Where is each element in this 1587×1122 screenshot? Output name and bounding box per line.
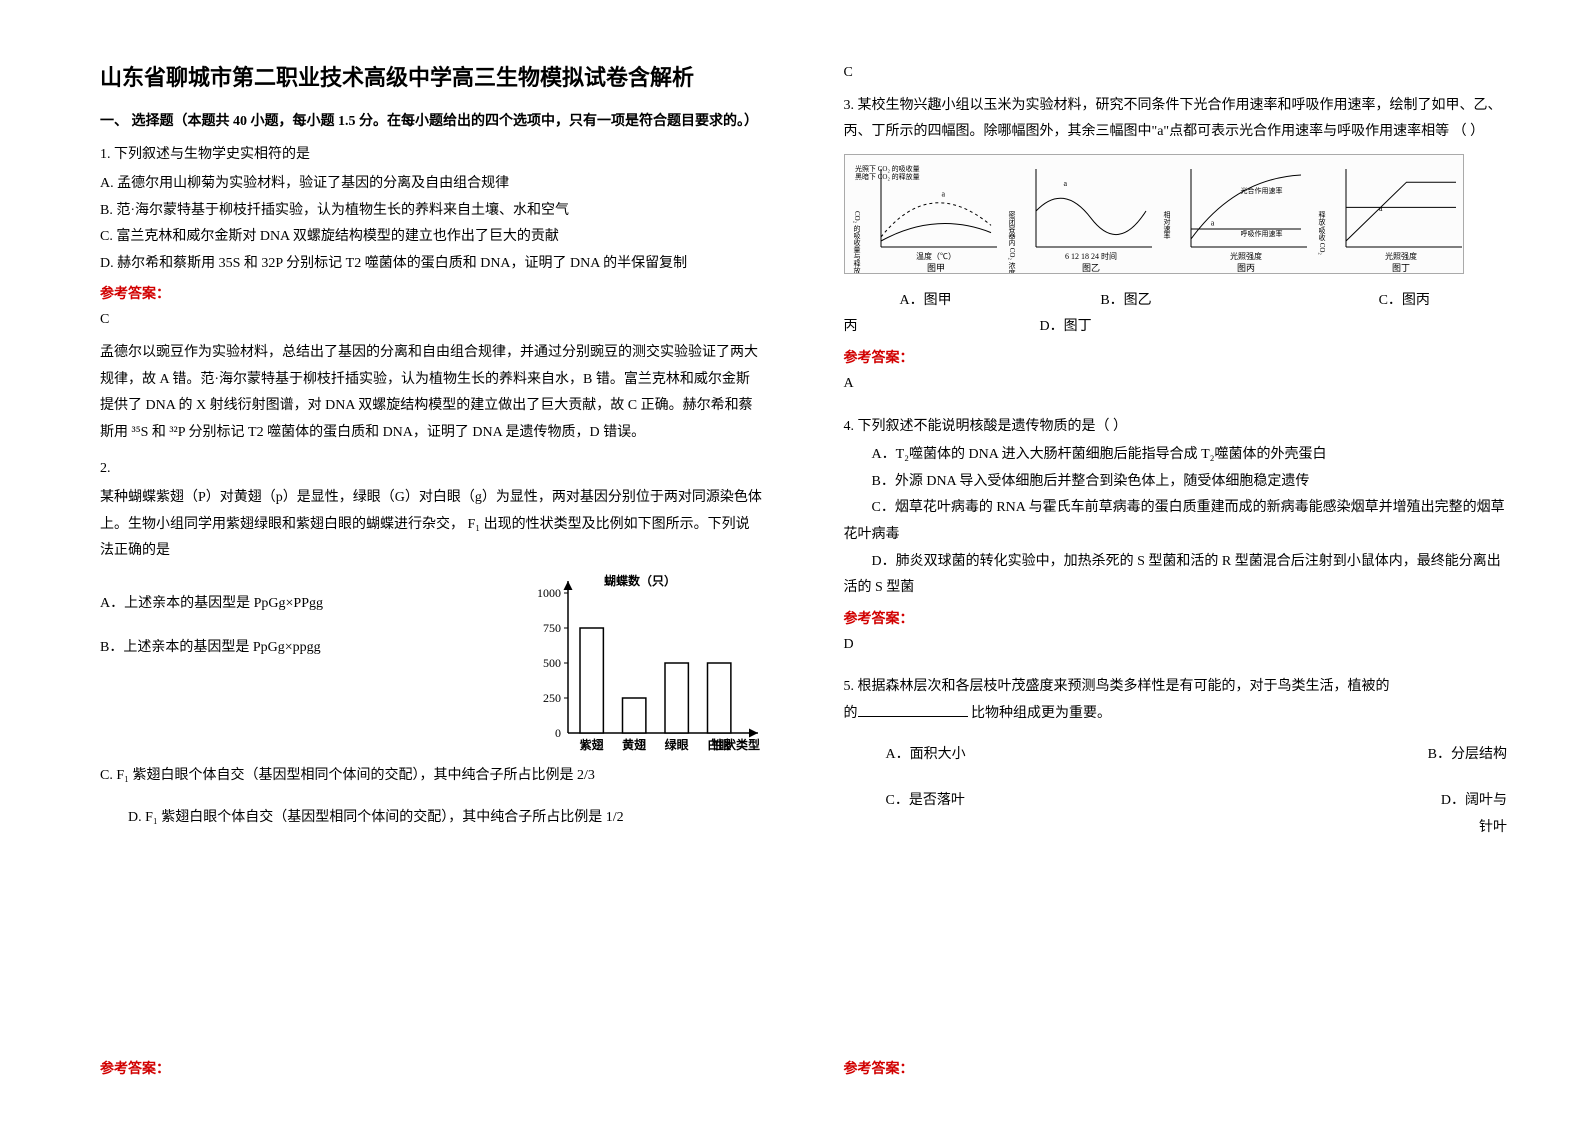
doc-title: 山东省聊城市第二职业技术高级中学高三生物模拟试卷含解析 <box>100 60 764 95</box>
q3-stem: 3. 某校生物兴趣小组以玉米为实验材料，研究不同条件下光合作用速率和呼吸作用速率… <box>844 93 1508 146</box>
q5-opt-c: C．是否落叶 <box>844 788 1428 841</box>
q1-opt-c: C. 富兰克林和威尔金斯对 DNA 双螺旋结构模型的建立也作出了巨大的贡献 <box>100 224 764 251</box>
q1-opt-d: D. 赫尔希和蔡斯用 35S 和 32P 分别标记 T2 噬菌体的蛋白质和 DN… <box>100 251 764 278</box>
q5-opt-a: A．面积大小 <box>844 742 1428 769</box>
q1-answer-label: 参考答案： <box>100 283 764 303</box>
q4-answer-label: 参考答案： <box>844 608 1508 628</box>
svg-text:光照强度: 光照强度 <box>1230 251 1262 261</box>
q2-opt-b: B．上述亲本的基因型是 PpGg×ppgg <box>100 635 512 662</box>
question-1: 1. 下列叙述与生物学史实相符的是 A. 孟德尔用山柳菊为实验材料，验证了基因的… <box>100 142 764 446</box>
q1-opt-a: A. 孟德尔用山柳菊为实验材料，验证了基因的分离及自由组合规律 <box>100 171 764 198</box>
svg-text:750: 750 <box>543 621 561 635</box>
q3-answer: A <box>844 371 1508 398</box>
q4-stem: 4. 下列叙述不能说明核酸是遗传物质的是（ ） <box>844 414 1508 441</box>
q2-opt-a: A．上述亲本的基因型是 PpGg×PPgg <box>100 591 512 618</box>
q1-stem: 1. 下列叙述与生物学史实相符的是 <box>100 142 764 169</box>
question-4: 4. 下列叙述不能说明核酸是遗传物质的是（ ） A．T₂噬菌体的 DNA 进入大… <box>844 414 1508 665</box>
svg-text:紫翅: 紫翅 <box>579 737 603 752</box>
svg-text:释放/吸收 CO₂: 释放/吸收 CO₂ <box>1318 211 1326 255</box>
svg-text:a: a <box>1210 218 1214 227</box>
svg-text:黑暗下 CO₂ 的释放量: 黑暗下 CO₂ 的释放量 <box>855 172 920 181</box>
q3-four-charts: a 光照下 CO₂ 的吸收量黑暗下 CO₂ 的释放量 CO₂ 的吸收量与释放量温度（… <box>844 154 1464 274</box>
svg-text:黄翅: 黄翅 <box>622 737 646 752</box>
svg-text:a: a <box>1379 204 1383 213</box>
svg-text:a: a <box>941 189 945 198</box>
svg-text:图丙: 图丙 <box>1236 263 1254 273</box>
q5-answer-label: 参考答案： <box>844 1058 1508 1078</box>
q3-answer-label: 参考答案： <box>844 347 1508 367</box>
q4-opt-d: D．肺炎双球菌的转化实验中，加热杀死的 S 型菌和活的 R 型菌混合后注射到小鼠… <box>844 549 1508 602</box>
q3-opt-b: B．图乙 <box>1100 288 1378 315</box>
question-2: 2. 某种蝴蝶紫翅（P）对黄翅（p）是显性，绿眼（G）对白眼（g）为显性，两对基… <box>100 456 764 832</box>
q5-blank: 的 <box>844 706 858 721</box>
svg-text:相对速率: 相对速率 <box>1163 210 1171 240</box>
svg-text:绿眼: 绿眼 <box>664 737 688 752</box>
svg-text:500: 500 <box>543 656 561 670</box>
q2-bar-chart: 25050075010000紫翅黄翅绿眼白眼蝴蝶数（只）性状类型 <box>524 573 764 763</box>
svg-text:0: 0 <box>555 726 561 740</box>
q3-opt-a: A．图甲 <box>844 288 1101 315</box>
q3-opt-c: C．图丙 <box>1379 288 1507 315</box>
svg-text:6 12 18 24 时间: 6 12 18 24 时间 <box>1065 251 1117 261</box>
q2-number: 2. <box>100 456 764 483</box>
svg-text:250: 250 <box>543 691 561 705</box>
svg-text:光照下 CO₂ 的吸收量: 光照下 CO₂ 的吸收量 <box>855 164 920 173</box>
svg-text:蝴蝶数（只）: 蝴蝶数（只） <box>604 573 676 588</box>
svg-text:CO₂ 的吸收量与释放量: CO₂ 的吸收量与释放量 <box>853 211 861 274</box>
section-1-heading: 一、 选择题（本题共 40 小题，每小题 1.5 分。在每小题给出的四个选项中，… <box>100 109 764 134</box>
q1-explanation: 孟德尔以豌豆作为实验材料，总结出了基因的分离和自由组合规律，并通过分别豌豆的测交… <box>100 340 764 446</box>
q1-opt-b: B. 范·海尔蒙特基于柳枝扦插实验，认为植物生长的养料来自土壤、水和空气 <box>100 198 764 225</box>
q2-answer: C <box>844 60 1508 87</box>
q5-opt-b: B．分层结构 <box>1427 742 1507 769</box>
q4-opt-b: B．外源 DNA 导入受体细胞后并整合到染色体上，随受体细胞稳定遗传 <box>844 469 1508 496</box>
svg-text:1000: 1000 <box>537 586 561 600</box>
svg-text:图丁: 图丁 <box>1391 263 1409 273</box>
svg-text:图乙: 图乙 <box>1081 263 1099 273</box>
svg-text:温度（℃）: 温度（℃） <box>916 251 956 261</box>
svg-text:光合作用速率: 光合作用速率 <box>1240 186 1282 195</box>
q5-stem-a: 5. 根据森林层次和各层枝叶茂盛度来预测鸟类多样性是有可能的，对于鸟类生活，植被… <box>844 679 1390 694</box>
q5-stem-b: 比物种组成更为重要。 <box>971 706 1111 721</box>
q4-opt-a: A．T₂噬菌体的 DNA 进入大肠杆菌细胞后能指导合成 T₂噬菌体的外壳蛋白 <box>844 442 1508 469</box>
svg-text:图甲: 图甲 <box>926 263 944 273</box>
question-3: 3. 某校生物兴趣小组以玉米为实验材料，研究不同条件下光合作用速率和呼吸作用速率… <box>844 93 1508 404</box>
right-column: C 3. 某校生物兴趣小组以玉米为实验材料，研究不同条件下光合作用速率和呼吸作用… <box>844 60 1508 1082</box>
q4-opt-c: C．烟草花叶病毒的 RNA 与霍氏车前草病毒的蛋白质重建而成的新病毒能感染烟草并… <box>844 495 1508 548</box>
q5-stem: 5. 根据森林层次和各层枝叶茂盛度来预测鸟类多样性是有可能的，对于鸟类生活，植被… <box>844 674 1508 727</box>
q5-opt-d: D．阔叶与针叶 <box>1427 788 1507 841</box>
left-column: 山东省聊城市第二职业技术高级中学高三生物模拟试卷含解析 一、 选择题（本题共 4… <box>100 60 764 1082</box>
q5-blank-line <box>858 716 968 717</box>
q3-opt-c-cont: 丙 D．图丁 <box>844 314 1508 341</box>
svg-text:光照强度: 光照强度 <box>1385 251 1417 261</box>
question-5: 5. 根据森林层次和各层枝叶茂盛度来预测鸟类多样性是有可能的，对于鸟类生活，植被… <box>844 674 1508 841</box>
q1-answer: C <box>100 307 764 334</box>
svg-text:呼吸作用速率: 呼吸作用速率 <box>1240 229 1282 238</box>
q2-answer-label: 参考答案： <box>100 1058 764 1078</box>
svg-text:a: a <box>1063 179 1067 188</box>
q2-stem: 某种蝴蝶紫翅（P）对黄翅（p）是显性，绿眼（G）对白眼（g）为显性，两对基因分别… <box>100 485 764 565</box>
q2-opt-c: C. F₁ 紫翅白眼个体自交（基因型相同个体间的交配），其中纯合子所占比例是 2… <box>100 763 764 790</box>
svg-text:密闭容器内 CO₂ 浓度: 密闭容器内 CO₂ 浓度 <box>1008 210 1016 274</box>
q4-answer: D <box>844 632 1508 659</box>
q2-opt-d: D. F₁ 紫翅白眼个体自交（基因型相同个体间的交配），其中纯合子所占比例是 1… <box>100 805 764 832</box>
svg-text:性状类型: 性状类型 <box>710 737 759 752</box>
